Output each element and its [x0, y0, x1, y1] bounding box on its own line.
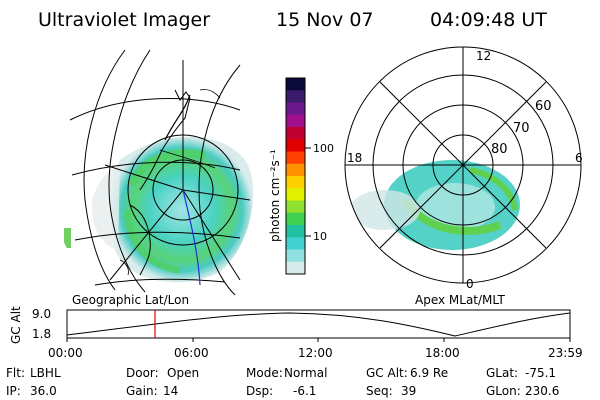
seq-label: Seq: [366, 384, 393, 398]
colorbar-stripe [286, 90, 305, 103]
glat-label: GLat: [486, 366, 518, 380]
colorbar-stripe [286, 188, 305, 201]
header-time: 04:09:48 UT [430, 9, 547, 31]
status-block: Flt: LBHL IP: 36.0 Door: Open Gain: 14 M… [6, 366, 559, 398]
colorbar-units-label: photon cm⁻²s⁻¹ [268, 149, 282, 242]
ip-value: 36.0 [30, 384, 57, 398]
colorbar-stripe [286, 249, 305, 263]
ip-label: IP: [6, 384, 21, 398]
colorbar-stripe [286, 212, 305, 226]
timeline-ytick-1.8: 1.8 [32, 327, 51, 341]
colorbar-tick-100: 100 [313, 142, 334, 155]
colorbar-stripe [286, 163, 305, 177]
mlt-label-18: 18 [347, 151, 362, 165]
mlt-label-6: 6 [575, 151, 583, 165]
mlt-label-0: 0 [466, 277, 474, 291]
timeline-ylabel: GC Alt [9, 306, 23, 344]
timeline-xtick-2359: 23:59 [548, 346, 583, 360]
mlat-label-80: 80 [491, 142, 508, 157]
colorbar-tick-10: 10 [313, 230, 327, 243]
timeline-xtick-1200: 12:00 [298, 346, 333, 360]
geographic-map [64, 49, 254, 296]
glat-value: -75.1 [525, 366, 556, 380]
header-date: 15 Nov 07 [276, 9, 374, 31]
timeline-xtick-1800: 18:00 [425, 346, 460, 360]
colorbar-stripe [286, 176, 305, 189]
gcalt-value: 6.9 Re [410, 366, 448, 380]
colorbar-stripe [286, 151, 305, 165]
glon-value: 230.6 [525, 384, 559, 398]
colorbar-stripe [286, 102, 305, 116]
timeline-xtick-0000: 00:00 [48, 346, 83, 360]
instrument-title: Ultraviolet Imager [38, 9, 210, 31]
dsp-value: -6.1 [293, 384, 316, 398]
geo-panel-label: Geographic Lat/Lon [72, 293, 189, 307]
mlt-label-12: 12 [476, 49, 491, 63]
colorbar-stripe [286, 225, 305, 238]
colorbar-stripe [286, 114, 305, 128]
colorbar-stripe [286, 78, 305, 91]
flt-label: Flt: [6, 366, 25, 380]
timeline-ytick-9: 9.0 [32, 307, 51, 321]
colorbar-stripe [286, 261, 305, 275]
colorbar-stripe [286, 237, 305, 250]
seq-value: 39 [401, 384, 416, 398]
gain-value: 14 [163, 384, 178, 398]
colorbar-stripe [286, 127, 305, 140]
apex-panel-label: Apex MLat/MLT [415, 293, 505, 307]
door-label: Door: [126, 366, 159, 380]
mlat-label-70: 70 [513, 121, 530, 136]
gain-label: Gain: [126, 384, 158, 398]
colorbar-stripe [286, 139, 305, 152]
door-value: Open [167, 366, 199, 380]
colorbar-stripe [286, 200, 305, 214]
apex-polar-plot: 12 18 6 0 60 70 80 [344, 46, 583, 291]
dsp-label: Dsp: [246, 384, 273, 398]
flt-value: LBHL [30, 366, 61, 380]
mode-label: Mode: [246, 366, 283, 380]
altitude-timeline: GC Alt 9.0 1.8 00:00 06:00 12:00 18:00 2… [9, 306, 583, 360]
timeline-xtick-0600: 06:00 [174, 346, 209, 360]
glon-label: GLon: [486, 384, 521, 398]
mlat-label-60: 60 [535, 99, 552, 114]
mode-value: Normal [284, 366, 327, 380]
colorbar: 100 10 photon cm⁻²s⁻¹ [268, 77, 334, 275]
gcalt-label: GC Alt: [366, 366, 408, 380]
